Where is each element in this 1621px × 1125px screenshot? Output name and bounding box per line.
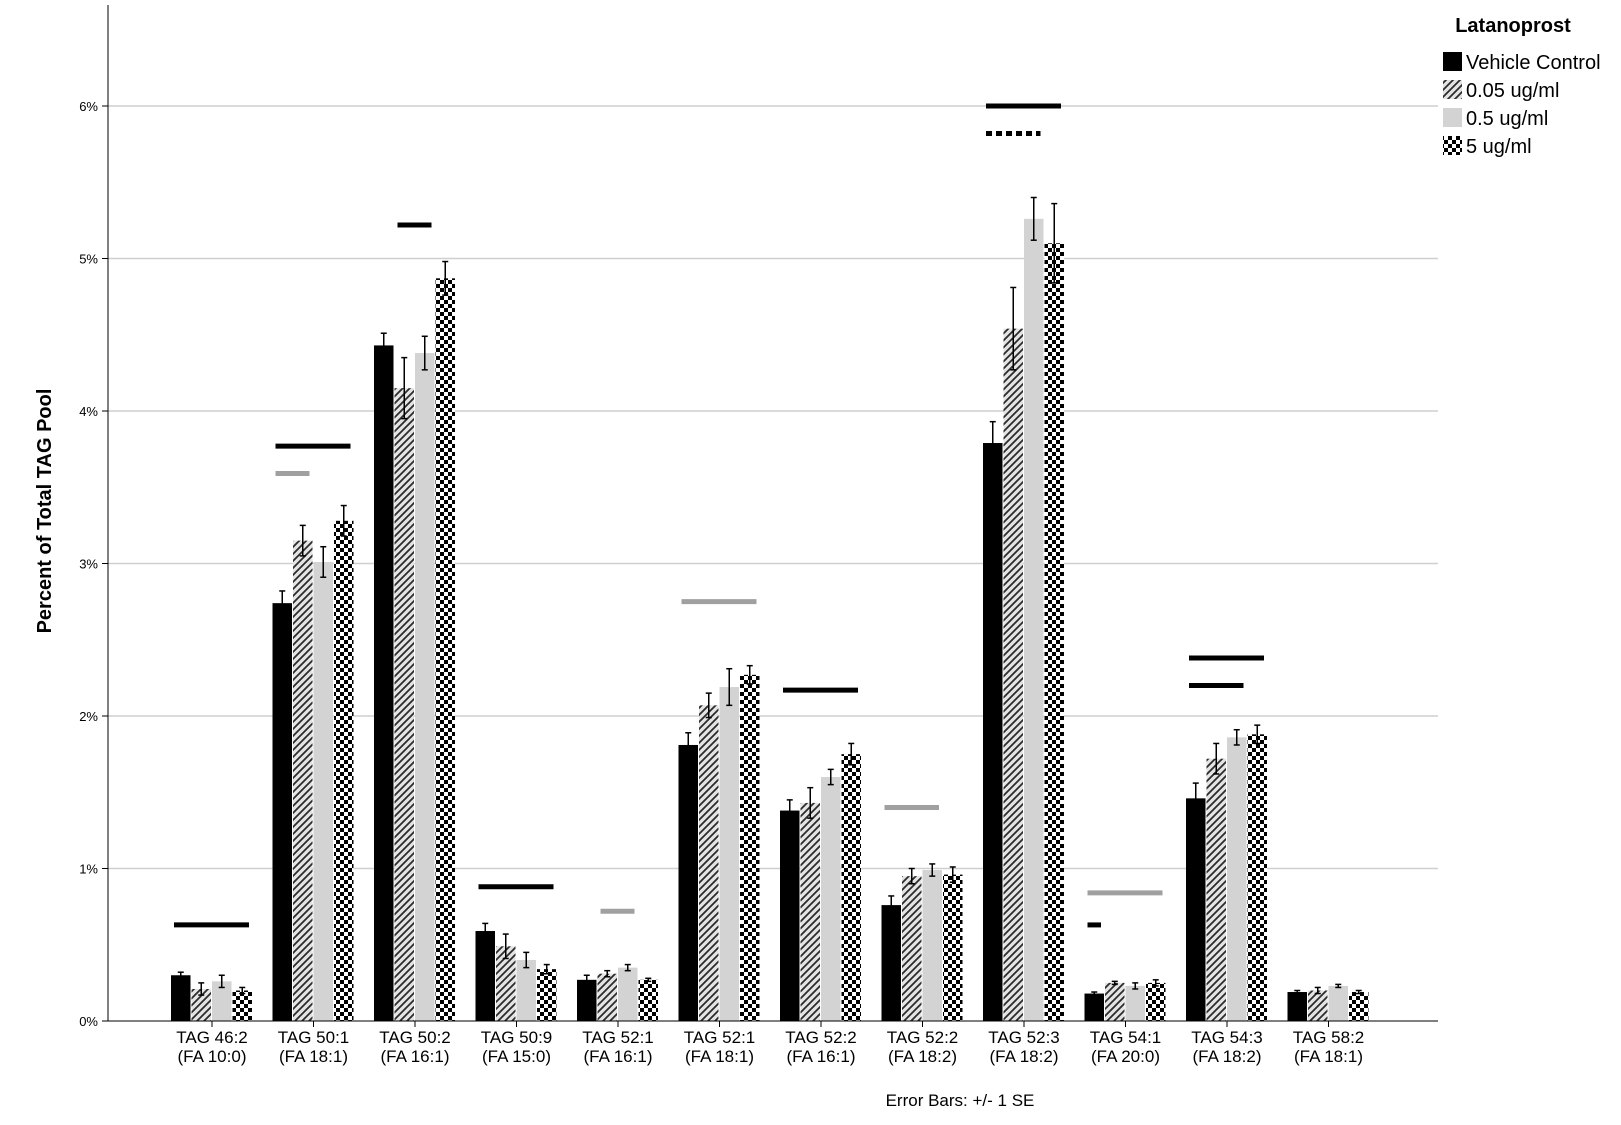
significance-bars xyxy=(174,103,1264,928)
y-tick-label: 1% xyxy=(79,862,98,877)
bar xyxy=(1247,734,1267,1021)
legend-title: Latanoprost xyxy=(1455,15,1571,37)
bar xyxy=(1287,992,1307,1021)
x-tick-label: TAG 50:1 xyxy=(278,1028,350,1047)
y-tick-label: 5% xyxy=(79,252,98,267)
bar xyxy=(983,443,1003,1021)
bar xyxy=(881,905,901,1021)
bar xyxy=(1206,758,1226,1021)
bar xyxy=(699,705,719,1021)
bar xyxy=(780,810,800,1021)
x-tick-label: (FA 18:1) xyxy=(279,1047,348,1066)
bar xyxy=(1044,243,1064,1021)
bar xyxy=(516,960,536,1021)
x-tick-label: (FA 10:0) xyxy=(178,1047,247,1066)
bar xyxy=(1349,992,1369,1021)
legend-label: 5 ug/ml xyxy=(1466,136,1532,158)
error-bar-note: Error Bars: +/- 1 SE xyxy=(886,1091,1035,1110)
bar xyxy=(475,931,495,1021)
x-tick-label: TAG 46:2 xyxy=(176,1028,248,1047)
bar xyxy=(212,981,232,1021)
legend-label: Vehicle Control xyxy=(1466,52,1601,74)
bar xyxy=(618,967,638,1021)
legend-swatch xyxy=(1443,80,1462,99)
bar xyxy=(1105,982,1125,1021)
bar xyxy=(1227,737,1247,1021)
bar xyxy=(1125,985,1145,1021)
bar xyxy=(496,946,516,1021)
bar xyxy=(334,520,354,1021)
x-tick-label: TAG 52:3 xyxy=(988,1028,1060,1047)
bar xyxy=(191,988,211,1021)
bar xyxy=(1084,993,1104,1021)
legend-swatch xyxy=(1443,136,1462,155)
bars xyxy=(171,218,1369,1022)
bar xyxy=(1186,798,1206,1021)
y-tick-label: 6% xyxy=(79,99,98,114)
bar xyxy=(171,975,191,1021)
bar xyxy=(719,687,739,1021)
bar xyxy=(922,870,942,1021)
x-tick-label: TAG 58:2 xyxy=(1293,1028,1365,1047)
bar xyxy=(577,979,597,1021)
x-tick-label: (FA 15:0) xyxy=(482,1047,551,1066)
x-tick-label: (FA 18:2) xyxy=(888,1047,957,1066)
bar xyxy=(678,744,698,1021)
bar xyxy=(1308,990,1328,1021)
x-tick-label: (FA 18:2) xyxy=(990,1047,1059,1066)
y-tick-label: 2% xyxy=(79,709,98,724)
x-tick-label: (FA 18:1) xyxy=(685,1047,754,1066)
y-tick-label: 4% xyxy=(79,404,98,419)
bar xyxy=(313,561,333,1021)
x-tick-label: (FA 16:1) xyxy=(381,1047,450,1066)
bar xyxy=(943,874,963,1021)
legend-label: 0.05 ug/ml xyxy=(1466,80,1559,102)
bar xyxy=(1328,985,1348,1021)
x-tick-label: (FA 18:2) xyxy=(1193,1047,1262,1066)
bar xyxy=(597,973,617,1021)
bar xyxy=(638,979,658,1021)
y-axis-label: Percent of Total TAG Pool xyxy=(34,389,56,634)
legend: Latanoprost Vehicle Control 0.05 ug/ml 0.5… xyxy=(1443,15,1601,158)
x-tick-label: (FA 20:0) xyxy=(1091,1047,1160,1066)
bar xyxy=(537,969,557,1021)
bar xyxy=(435,278,455,1021)
legend-swatch xyxy=(1443,52,1462,71)
bar xyxy=(272,603,292,1021)
x-tick-label: TAG 52:2 xyxy=(785,1028,857,1047)
x-tick-label: TAG 52:2 xyxy=(887,1028,959,1047)
x-tick-label: TAG 54:1 xyxy=(1090,1028,1162,1047)
bar xyxy=(740,674,760,1021)
bar xyxy=(1003,328,1023,1021)
bar xyxy=(841,754,861,1021)
bar xyxy=(232,990,252,1021)
legend-swatch xyxy=(1443,108,1462,127)
x-tick-label: (FA 18:1) xyxy=(1294,1047,1363,1066)
bar xyxy=(374,345,394,1021)
x-tick-label: TAG 50:9 xyxy=(481,1028,553,1047)
bar xyxy=(1024,218,1044,1022)
bar xyxy=(821,777,841,1021)
bar xyxy=(394,388,414,1021)
bar xyxy=(293,540,313,1021)
x-tick-label: TAG 54:3 xyxy=(1191,1028,1263,1047)
x-tick-label: (FA 16:1) xyxy=(787,1047,856,1066)
bar xyxy=(902,876,922,1021)
y-tick-label: 3% xyxy=(79,557,98,572)
error-bars xyxy=(177,196,1362,996)
y-axis-ticks: 0% 1% 2% 3% 4% 5% 6% xyxy=(79,99,108,1029)
x-tick-label: TAG 50:2 xyxy=(379,1028,451,1047)
bar xyxy=(800,802,820,1021)
x-tick-label: TAG 52:1 xyxy=(582,1028,654,1047)
legend-label: 0.5 ug/ml xyxy=(1466,108,1548,130)
y-tick-label: 0% xyxy=(79,1014,98,1029)
bar xyxy=(415,353,435,1021)
x-tick-label: TAG 52:1 xyxy=(684,1028,756,1047)
x-axis-ticks: TAG 46:2(FA 10:0)TAG 50:1(FA 18:1)TAG 50… xyxy=(176,1021,1364,1066)
bar xyxy=(1146,982,1166,1021)
x-tick-label: (FA 16:1) xyxy=(584,1047,653,1066)
